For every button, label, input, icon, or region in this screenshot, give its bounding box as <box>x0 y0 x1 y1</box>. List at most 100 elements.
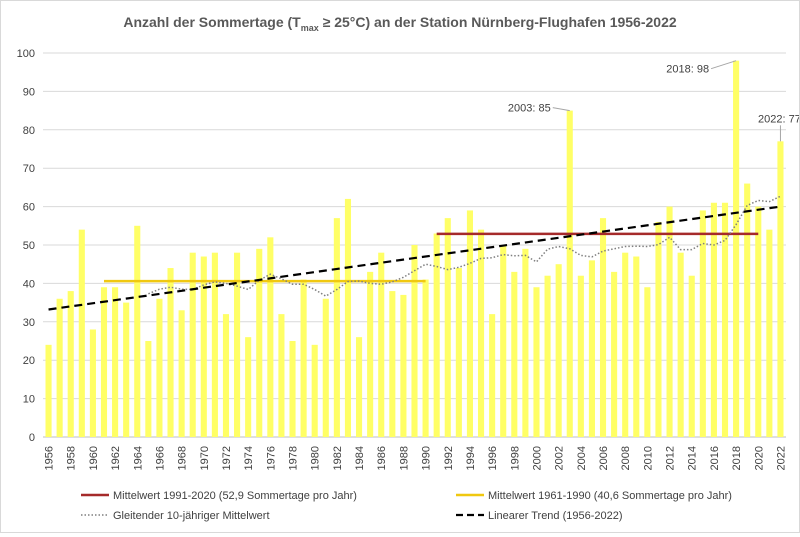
bar <box>555 264 562 437</box>
x-tick-label: 1992 <box>443 446 455 470</box>
x-tick-label: 1978 <box>288 446 300 470</box>
bar <box>78 229 85 437</box>
bar <box>178 310 185 437</box>
bar <box>688 275 695 437</box>
bar <box>278 314 285 437</box>
x-tick-label: 2008 <box>620 446 632 470</box>
x-tick-label: 2012 <box>665 446 677 470</box>
bar <box>566 110 573 437</box>
bar <box>533 287 540 437</box>
x-tick-label: 2004 <box>576 446 588 470</box>
bar <box>544 275 551 437</box>
bar <box>655 221 662 437</box>
x-tick-label: 1964 <box>132 446 144 470</box>
bar <box>245 337 252 437</box>
bar <box>466 210 473 437</box>
bar <box>123 302 130 437</box>
bar <box>500 245 507 437</box>
bar <box>222 314 230 437</box>
legend-label: Gleitender 10-jähriger Mittelwert <box>113 510 270 522</box>
x-tick-label: 1996 <box>487 446 499 470</box>
bar <box>666 206 673 437</box>
x-tick-label: 2016 <box>709 446 721 470</box>
bar <box>644 287 651 437</box>
x-tick-label: 2020 <box>753 446 765 470</box>
linear-trend-line <box>48 205 781 311</box>
bar <box>400 294 407 437</box>
bar <box>267 237 274 437</box>
bar <box>777 141 784 437</box>
x-tick-label: 1968 <box>177 446 189 470</box>
x-tick-label: 1986 <box>376 446 388 470</box>
chart-title: Anzahl der Sommertage (Tmax ≥ 25°C) an d… <box>123 14 677 33</box>
bar <box>599 218 607 437</box>
bar <box>167 268 174 437</box>
bar <box>633 256 640 437</box>
annotation-leader <box>552 107 570 112</box>
bar <box>378 252 385 437</box>
bar <box>100 287 108 437</box>
bar <box>699 210 706 437</box>
bar <box>522 248 529 437</box>
bar <box>56 298 63 437</box>
x-tick-label: 2014 <box>687 446 699 470</box>
bar <box>234 252 241 437</box>
bar <box>489 314 496 437</box>
bar <box>721 202 729 437</box>
x-tick-label: 1974 <box>243 446 255 470</box>
bar <box>611 271 618 437</box>
x-tick-label: 2002 <box>554 446 566 470</box>
x-tick-label: 2022 <box>775 446 787 470</box>
legend-label: Mittelwert 1961-1990 (40,6 Sommertage pr… <box>488 490 732 502</box>
bar <box>411 245 418 437</box>
annotations: 2003: 85 2018: 98 2022: 77 <box>508 60 800 142</box>
bar <box>511 271 518 437</box>
x-tick-label: 2018 <box>731 446 743 470</box>
bar <box>112 287 119 437</box>
bar <box>356 337 363 437</box>
y-tick-label: 60 <box>23 202 35 214</box>
bar <box>444 218 451 437</box>
x-axis: 1956 1958 1960 1962 1964 1966 1968 1970 1972 1974… <box>44 446 788 470</box>
y-tick-label: 40 <box>23 278 35 290</box>
bar <box>322 298 329 437</box>
bar <box>211 252 218 437</box>
bar <box>755 206 762 437</box>
bar <box>588 260 595 437</box>
bar <box>677 252 684 437</box>
x-tick-label: 2010 <box>642 446 654 470</box>
bar <box>145 341 152 437</box>
x-tick-label: 1984 <box>354 446 366 470</box>
bar <box>622 252 629 437</box>
bar <box>300 279 307 437</box>
y-tick-label: 30 <box>23 317 35 329</box>
bar <box>189 252 196 437</box>
bar <box>477 229 485 437</box>
annotation-label: 2022: 77 <box>758 113 799 125</box>
bar <box>733 60 740 438</box>
x-tick-label: 1988 <box>398 446 410 470</box>
bar <box>389 291 396 437</box>
y-tick-label: 10 <box>23 394 35 406</box>
bar <box>289 341 296 437</box>
y-tick-label: 100 <box>17 48 35 60</box>
bar <box>89 329 96 437</box>
y-tick-label: 70 <box>23 163 35 175</box>
bar <box>422 279 429 437</box>
y-tick-label: 90 <box>23 86 35 98</box>
bar <box>134 225 141 437</box>
annotation-label: 2018: 98 <box>666 64 709 76</box>
x-tick-label: 1976 <box>265 446 277 470</box>
bar <box>577 275 584 437</box>
bar <box>367 271 374 437</box>
x-tick-label: 1990 <box>421 446 433 470</box>
bar <box>311 344 318 437</box>
legend-label: Mittelwert 1991-2020 (52,9 Sommertage pr… <box>113 490 357 502</box>
bar <box>433 233 440 437</box>
x-tick-label: 1982 <box>332 446 344 470</box>
x-tick-label: 1966 <box>154 446 166 470</box>
bar <box>256 248 263 437</box>
x-tick-label: 1960 <box>88 446 100 470</box>
